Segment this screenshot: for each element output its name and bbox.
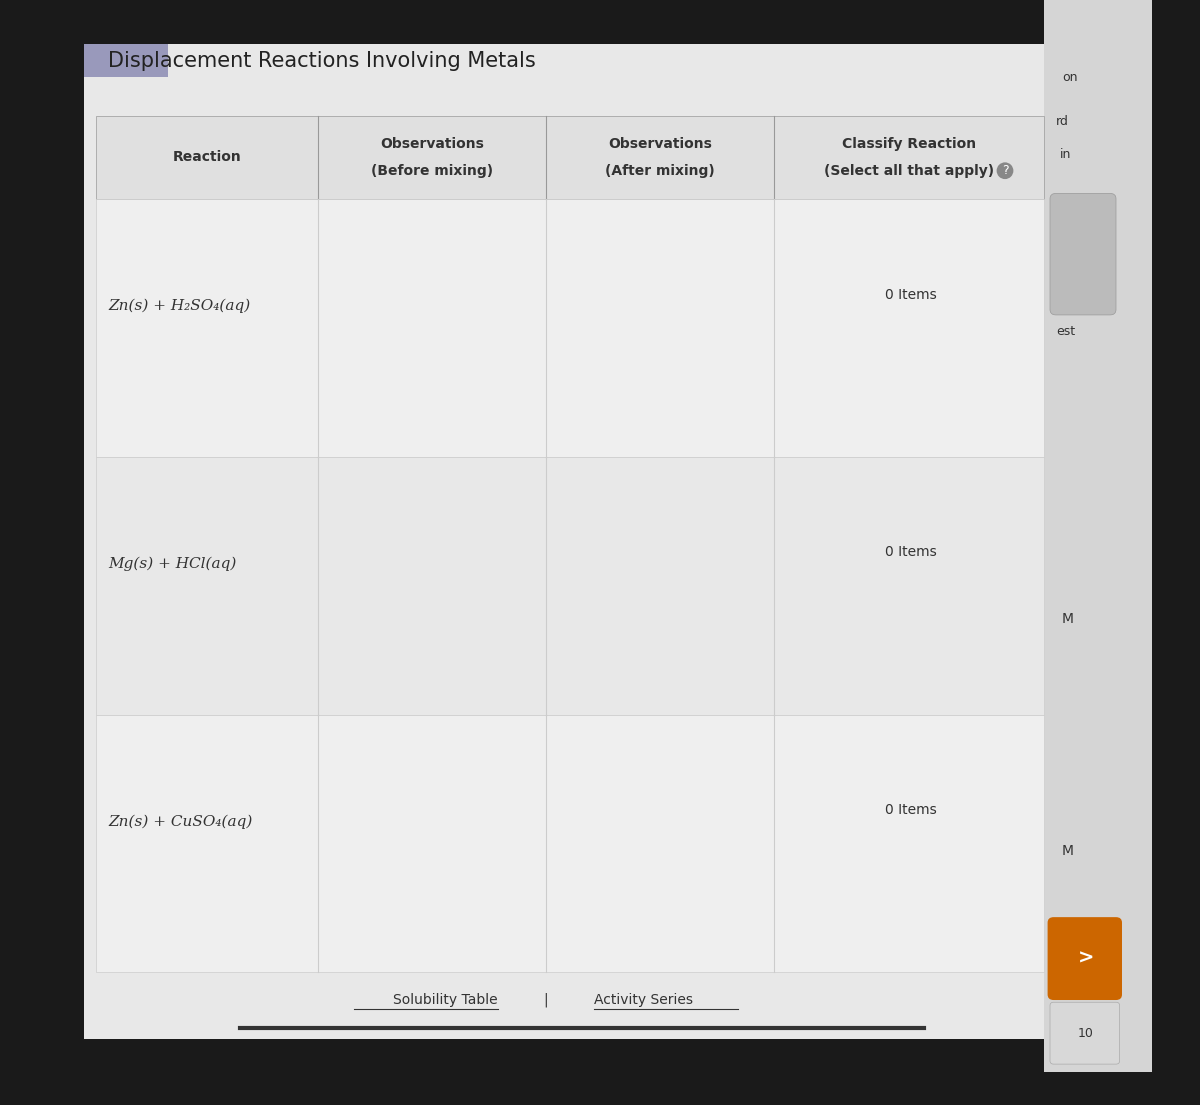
Text: M: M xyxy=(1062,612,1074,625)
FancyBboxPatch shape xyxy=(96,456,1044,715)
Text: 0 Items: 0 Items xyxy=(886,287,937,302)
Text: Activity Series: Activity Series xyxy=(594,993,694,1007)
Text: on: on xyxy=(1062,71,1078,84)
Text: (Before mixing): (Before mixing) xyxy=(371,164,493,178)
Text: M: M xyxy=(1062,844,1074,857)
Text: Classify Reaction: Classify Reaction xyxy=(842,137,976,151)
Text: rd: rd xyxy=(1056,115,1069,128)
Text: 10: 10 xyxy=(1078,1027,1094,1040)
FancyBboxPatch shape xyxy=(1050,1002,1120,1064)
Text: 0 Items: 0 Items xyxy=(886,546,937,559)
FancyBboxPatch shape xyxy=(1050,193,1116,315)
Text: Solubility Table: Solubility Table xyxy=(394,993,498,1007)
Text: Observations: Observations xyxy=(608,137,712,151)
Text: n: n xyxy=(1062,214,1070,228)
Text: ll: ll xyxy=(1062,248,1069,261)
Text: |: | xyxy=(544,992,548,1008)
Text: in: in xyxy=(1060,148,1070,161)
FancyBboxPatch shape xyxy=(1044,0,1152,1072)
FancyBboxPatch shape xyxy=(96,116,1044,199)
Text: >: > xyxy=(1078,948,1094,968)
Text: Zn(s) + CuSO₄(aq): Zn(s) + CuSO₄(aq) xyxy=(108,814,252,829)
Text: Zn(s) + H₂SO₄(aq): Zn(s) + H₂SO₄(aq) xyxy=(108,298,251,313)
FancyBboxPatch shape xyxy=(96,199,1044,456)
Text: (After mixing): (After mixing) xyxy=(605,164,715,178)
Text: Displacement Reactions Involving Metals: Displacement Reactions Involving Metals xyxy=(108,51,535,71)
FancyBboxPatch shape xyxy=(84,44,168,77)
Text: ?: ? xyxy=(1002,165,1008,177)
Text: Observations: Observations xyxy=(380,137,484,151)
Text: Reaction: Reaction xyxy=(173,150,241,165)
FancyBboxPatch shape xyxy=(96,715,1044,972)
Text: (Select all that apply): (Select all that apply) xyxy=(824,164,994,178)
Text: est: est xyxy=(1056,325,1075,338)
FancyBboxPatch shape xyxy=(1048,917,1122,1000)
Text: Mg(s) + HCl(aq): Mg(s) + HCl(aq) xyxy=(108,556,236,571)
Text: 0 Items: 0 Items xyxy=(886,803,937,818)
FancyBboxPatch shape xyxy=(84,44,1056,1039)
